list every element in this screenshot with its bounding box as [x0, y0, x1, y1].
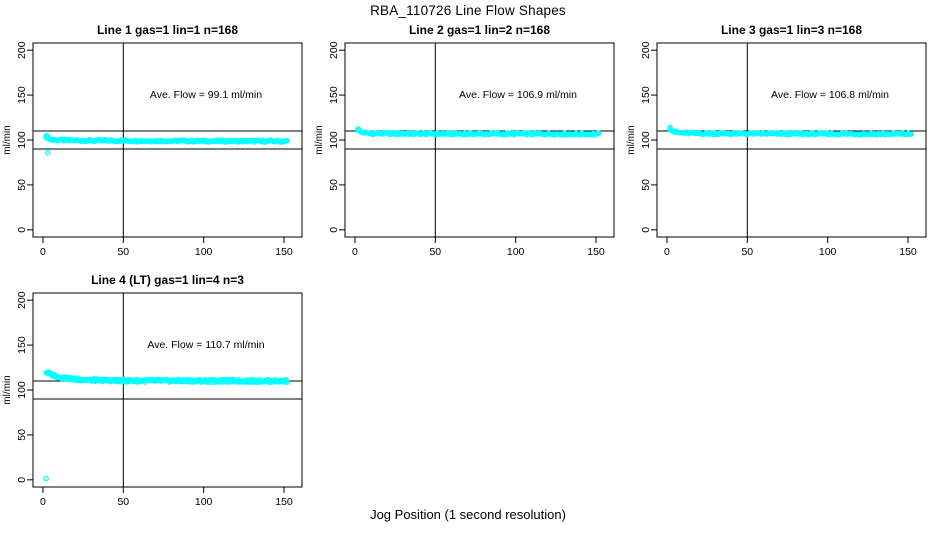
y-tick-label: 150 — [16, 86, 28, 104]
plot-box — [32, 292, 303, 488]
x-tick-label: 50 — [741, 246, 753, 258]
x-tick-label: 0 — [664, 246, 670, 258]
y-tick-label: 200 — [328, 41, 340, 59]
y-tick-label: 200 — [16, 291, 28, 309]
panel-plot-4: 0 50 100 150 0 50 100 150 200 Line 4 (LT) gas=1 … — [2, 273, 303, 508]
y-tick-label: 200 — [16, 41, 28, 59]
y-tick-label: 50 — [328, 179, 340, 191]
panel-line-3: 0 50 100 150 0 50 100 150 200 Line 3 gas=1 lin=3… — [624, 20, 936, 268]
y-tick-label: 100 — [16, 381, 28, 399]
panel-title: Line 4 (LT) gas=1 lin=4 n=3 — [91, 273, 244, 287]
x-tick-label: 100 — [819, 246, 837, 258]
y-tick-label: 100 — [328, 131, 340, 149]
outlier-point — [43, 475, 49, 482]
plot-area: 0 50 100 150 0 50 100 150 200 — [16, 291, 303, 508]
y-axis-label: ml/min — [2, 375, 13, 404]
panel-title: Line 3 gas=1 lin=3 n=168 — [721, 23, 862, 37]
panel-title: Line 1 gas=1 lin=1 n=168 — [97, 23, 238, 37]
y-tick-label: 50 — [16, 179, 28, 191]
x-tick-label: 100 — [195, 246, 213, 258]
chart-title: RBA_110726 Line Flow Shapes — [370, 3, 566, 18]
plot-area: 0 50 100 150 0 50 100 150 200 — [16, 41, 303, 258]
ave-flow-annotation: Ave. Flow = 110.7 ml/min — [147, 339, 264, 351]
outlier-point — [355, 126, 361, 132]
plot-area: 0 50 100 150 0 50 100 150 200 — [640, 41, 927, 258]
x-tick-label: 150 — [899, 246, 917, 258]
panel-plot-3: 0 50 100 150 0 50 100 150 200 Line 3 gas=1 lin=3… — [626, 23, 927, 258]
ave-flow-annotation: Ave. Flow = 106.9 ml/min — [459, 89, 577, 101]
x-tick-label: 0 — [40, 496, 46, 508]
ave-flow-annotation: Ave. Flow = 106.8 ml/min — [771, 89, 889, 101]
ave-flow-annotation: Ave. Flow = 99.1 ml/min — [150, 89, 262, 101]
panel-plot-2: 0 50 100 150 0 50 100 150 200 Line 2 gas=1 lin=2… — [314, 23, 615, 258]
x-tick-label: 50 — [429, 246, 441, 258]
outlier-point — [667, 124, 673, 131]
y-tick-label: 0 — [16, 227, 28, 233]
x-tick-label: 150 — [275, 496, 293, 508]
plot-box — [344, 42, 615, 238]
x-tick-label: 0 — [40, 246, 46, 258]
y-axis-label: ml/min — [626, 125, 637, 154]
panel-line-1: 0 50 100 150 0 50 100 150 200 Line 1 gas=1 lin=1… — [0, 20, 312, 268]
outlier-point — [45, 149, 51, 156]
panel-line-2: 0 50 100 150 0 50 100 150 200 Line 2 gas=1 lin=2… — [312, 20, 624, 268]
y-tick-label: 50 — [640, 179, 652, 191]
y-tick-label: 100 — [16, 131, 28, 149]
y-axis-label: ml/min — [2, 125, 13, 154]
panel-line-4: 0 50 100 150 0 50 100 150 200 Line 4 (LT) gas=1 … — [0, 270, 312, 518]
x-tick-label: 150 — [275, 246, 293, 258]
y-tick-label: 200 — [640, 41, 652, 59]
x-axis-title: Jog Position (1 second resolution) — [370, 507, 566, 522]
x-tick-label: 0 — [352, 246, 358, 258]
panel-title: Line 2 gas=1 lin=2 n=168 — [409, 23, 550, 37]
scatter-points — [43, 369, 290, 482]
y-tick-label: 100 — [640, 131, 652, 149]
panel-plot-1: 0 50 100 150 0 50 100 150 200 Line 1 gas=1 lin=1… — [2, 23, 303, 258]
x-tick-label: 50 — [117, 496, 129, 508]
x-tick-label: 50 — [117, 246, 129, 258]
x-tick-label: 100 — [507, 246, 525, 258]
y-tick-label: 0 — [328, 227, 340, 233]
y-tick-label: 50 — [16, 429, 28, 441]
y-axis-label: ml/min — [314, 125, 325, 154]
scatter-points — [355, 126, 602, 138]
y-tick-label: 0 — [16, 477, 28, 483]
outlier-point — [43, 132, 49, 139]
y-tick-label: 150 — [328, 86, 340, 104]
x-tick-label: 100 — [195, 496, 213, 508]
x-tick-label: 150 — [587, 246, 605, 258]
plot-box — [656, 42, 927, 238]
scatter-points — [43, 132, 290, 156]
y-tick-label: 150 — [16, 336, 28, 354]
scatter-points — [667, 124, 914, 138]
y-tick-label: 150 — [640, 86, 652, 104]
plot-area: 0 50 100 150 0 50 100 150 200 — [328, 41, 615, 258]
y-tick-label: 0 — [640, 227, 652, 233]
